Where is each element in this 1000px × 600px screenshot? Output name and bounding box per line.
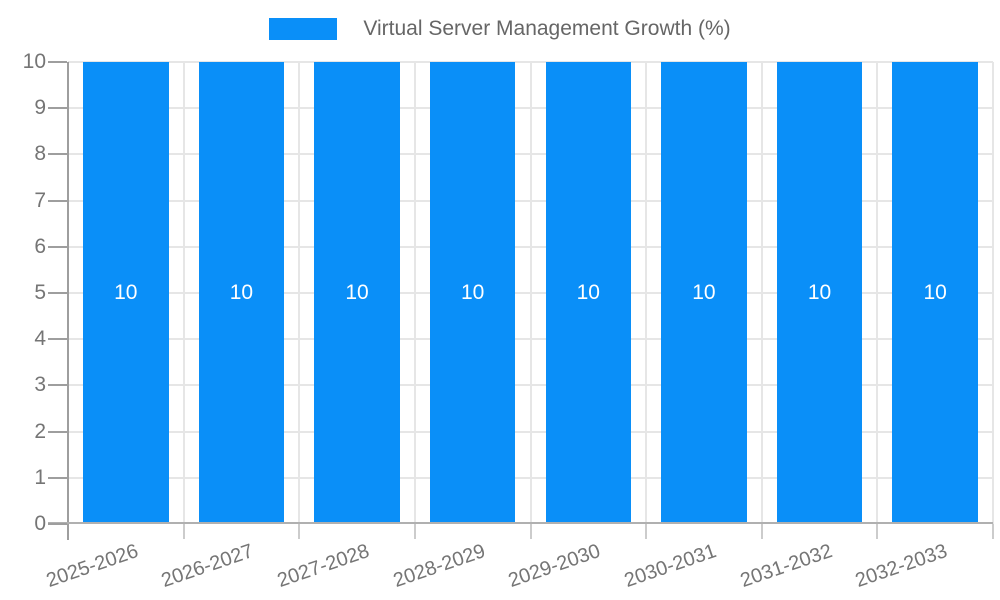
y-axis-tick: [48, 199, 67, 202]
bar-value-label: 10: [692, 281, 716, 304]
y-axis-tick-label: 6: [34, 234, 46, 258]
y-axis-tick: [48, 245, 67, 248]
bar-value-label: 10: [229, 281, 254, 304]
bar-2032-2033[interactable]: 10: [892, 62, 978, 524]
legend-item[interactable]: Virtual Server Management Growth (%): [269, 17, 731, 41]
x-axis-line: [48, 522, 993, 524]
y-axis-tick: [48, 476, 67, 479]
bar-2030-2031[interactable]: 10: [661, 62, 747, 524]
x-axis-tick: [413, 524, 416, 539]
legend-swatch-icon: [269, 18, 338, 40]
category-gridline: [876, 62, 879, 524]
y-axis-tick-label: 2: [34, 419, 46, 443]
bar-value-label: 10: [576, 281, 600, 304]
x-axis-tick: [645, 524, 648, 539]
y-axis-tick-label: 0: [34, 512, 46, 535]
y-axis-tick-label: 9: [34, 96, 46, 120]
x-axis-tick: [760, 524, 763, 539]
y-axis-tick: [48, 338, 67, 341]
bar-value-label: 10: [923, 281, 947, 304]
plot-area: 10 10 10 10 10 10 10 10: [68, 61, 994, 524]
bar-value-label: 10: [461, 281, 485, 304]
y-axis-tick-label: 4: [34, 327, 46, 351]
x-axis-tick: [182, 524, 185, 539]
y-axis-tick-label: 5: [34, 281, 46, 304]
category-gridline: [529, 62, 532, 524]
y-axis-tick: [48, 107, 67, 110]
legend-label: Virtual Server Management Growth (%): [363, 17, 731, 40]
y-axis-tick-label: 1: [34, 465, 46, 489]
bar-2031-2032[interactable]: 10: [776, 62, 863, 524]
bar-value-label: 10: [114, 281, 138, 304]
chart-legend: Virtual Server Management Growth (%): [0, 17, 1000, 41]
category-gridline: [992, 62, 994, 524]
bar-2029-2030[interactable]: 10: [545, 62, 632, 524]
y-axis-tick: [48, 430, 67, 433]
x-axis-tick: [876, 524, 879, 539]
bar-value-label: 10: [807, 281, 832, 304]
category-gridline: [645, 62, 648, 524]
bar-2025-2026[interactable]: 10: [83, 62, 169, 524]
y-axis-tick: [48, 384, 67, 387]
y-axis-line: [67, 62, 69, 540]
y-axis-tick-label: 3: [34, 373, 46, 397]
y-axis-tick-label: 7: [34, 188, 46, 212]
bar-2027-2028[interactable]: 10: [314, 62, 400, 524]
y-axis-tick-label: 10: [22, 50, 46, 73]
x-axis-tick: [992, 524, 994, 539]
y-axis-tick: [48, 153, 67, 156]
bar-value-label: 10: [345, 281, 369, 304]
category-gridline: [182, 62, 185, 524]
y-axis-tick: [48, 61, 67, 63]
x-axis-tick: [298, 524, 301, 539]
y-axis-tick-label: 8: [34, 142, 46, 166]
y-axis-tick: [48, 523, 67, 525]
category-gridline: [760, 62, 763, 524]
y-axis-tick: [48, 292, 67, 294]
category-gridline: [413, 62, 416, 524]
x-axis-tick: [529, 524, 532, 539]
bar-2028-2029[interactable]: 10: [429, 62, 516, 524]
bar-2026-2027[interactable]: 10: [198, 62, 285, 524]
category-gridline: [298, 62, 301, 524]
